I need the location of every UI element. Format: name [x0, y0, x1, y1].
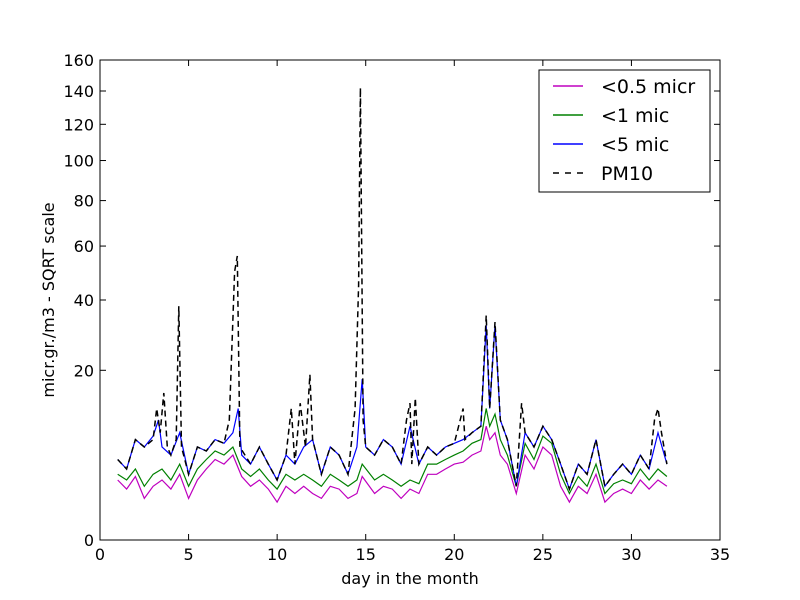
x-tick-label: 25 [533, 545, 553, 564]
series-line-3 [117, 87, 668, 492]
legend-label: PM10 [601, 163, 653, 185]
x-axis-label: day in the month [341, 569, 478, 588]
series-line-0 [117, 426, 668, 504]
legend-label: <1 mic [601, 105, 669, 127]
y-tick-label: 140 [63, 82, 94, 101]
y-tick-label: 40 [74, 291, 94, 310]
y-tick-label: 80 [74, 192, 94, 211]
x-tick-label: 10 [267, 545, 287, 564]
x-axis-ticks: 0 5 10 15 20 25 30 35 [95, 60, 730, 564]
y-tick-label: 60 [74, 237, 94, 256]
x-tick-label: 20 [444, 545, 464, 564]
y-tick-label: 160 [63, 51, 94, 70]
legend-label: <0.5 micr [601, 76, 695, 98]
legend: <0.5 micr <1 mic <5 mic PM10 [538, 69, 711, 193]
x-tick-label: 30 [621, 545, 641, 564]
x-tick-label: 5 [183, 545, 193, 564]
legend-label: <5 mic [601, 134, 669, 156]
x-tick-label: 35 [710, 545, 730, 564]
y-tick-label: 100 [63, 152, 94, 171]
x-tick-label: 15 [356, 545, 376, 564]
y-axis-label: micr.gr./m3 - SQRT scale [39, 202, 58, 397]
y-tick-label: 20 [74, 361, 94, 380]
y-tick-label: 120 [63, 115, 94, 134]
y-tick-label: 0 [84, 531, 94, 550]
series-line-1 [117, 408, 668, 495]
plot-lines [117, 87, 668, 504]
legend-box [538, 69, 711, 193]
x-tick-label: 0 [95, 545, 105, 564]
y-axis-ticks: 0 20 40 60 80 100 120 140 160 [63, 51, 720, 550]
